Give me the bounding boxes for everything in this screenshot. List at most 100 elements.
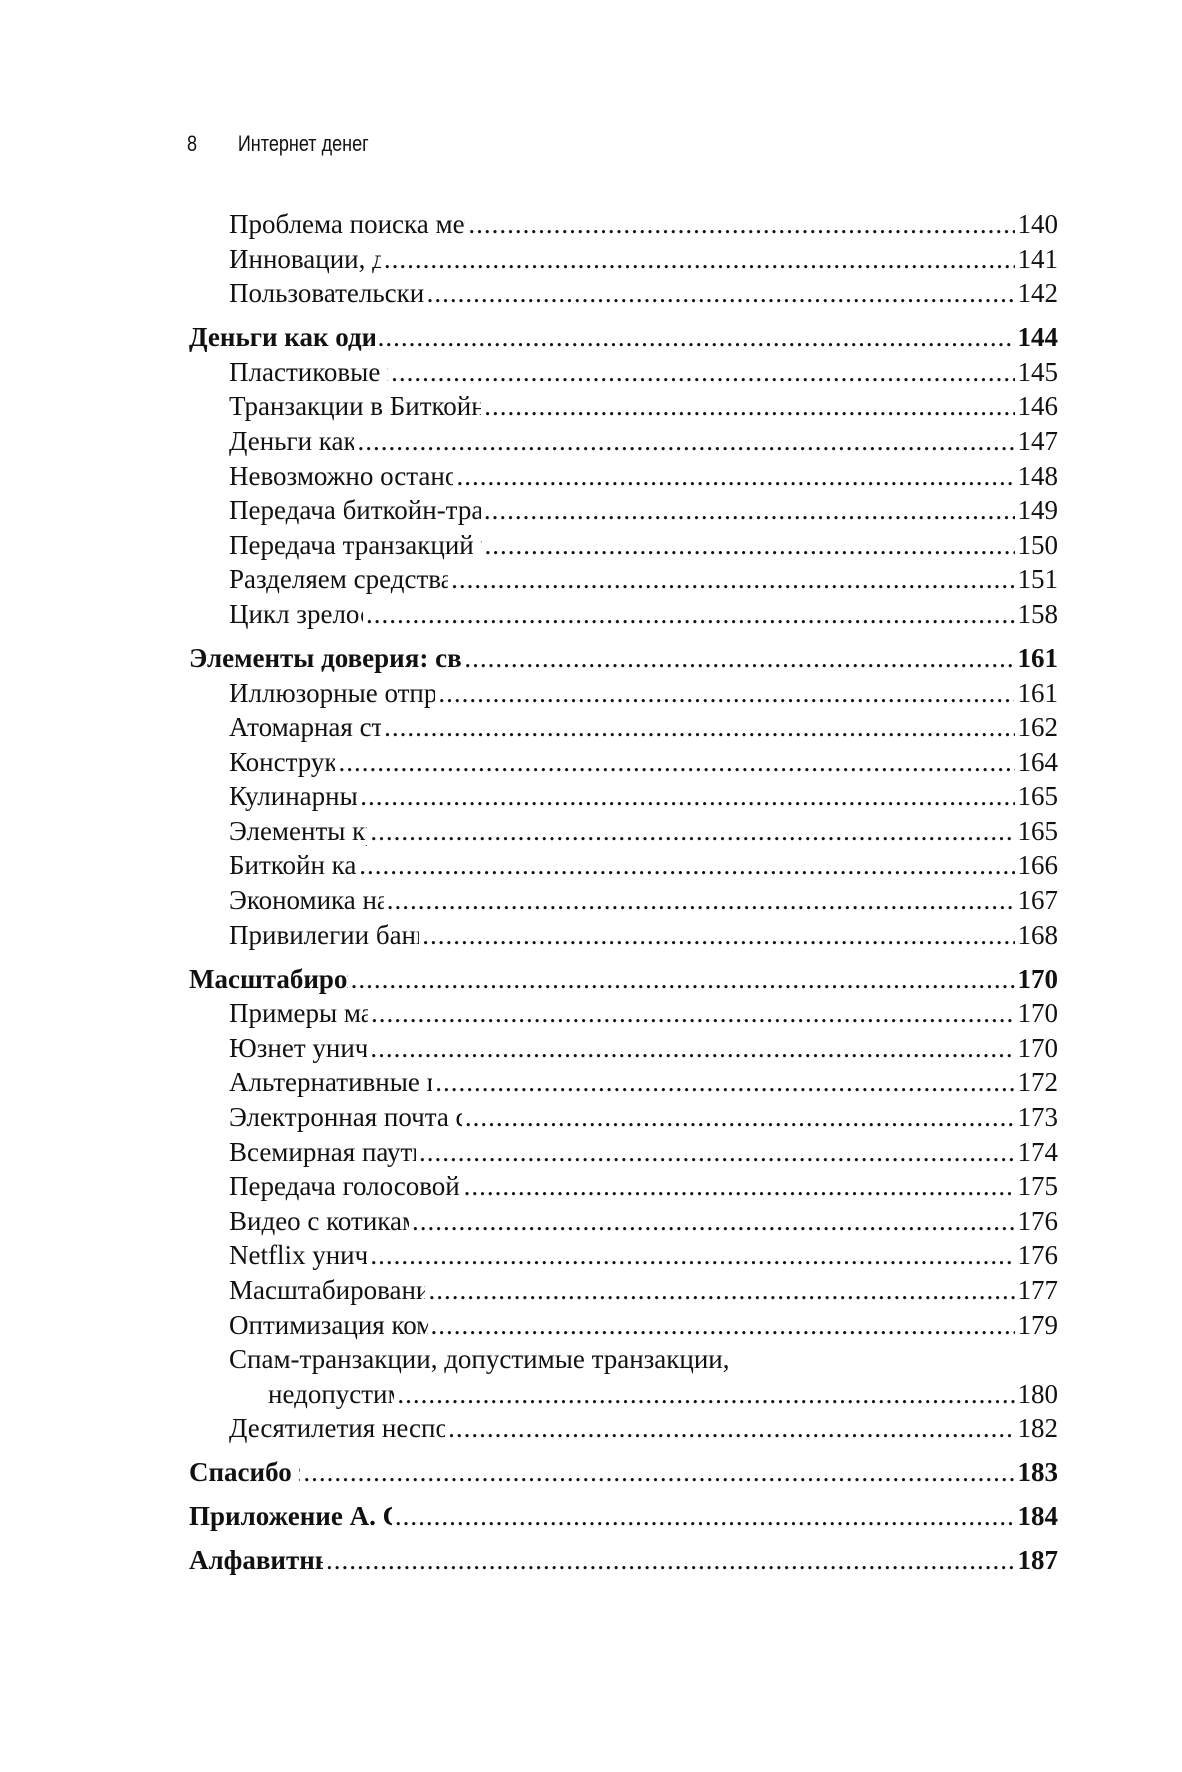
toc-entry-page: 187	[1017, 1545, 1059, 1576]
toc-section-entry[interactable]: Атомарная структура Биткойна 162	[189, 710, 1058, 745]
toc-section-entry[interactable]: Пользовательские интерфейсы и общество 14…	[189, 276, 1058, 311]
toc-chapter-entry[interactable]: Масштабирование Биткойна 170	[189, 962, 1058, 997]
toc-entry-page: 179	[1017, 1309, 1059, 1340]
dot-leader	[391, 355, 1014, 390]
toc-section-entry[interactable]: Кулинарный конструктор 165	[189, 779, 1058, 814]
toc-section-entry[interactable]: Невозможно остановить транзакции в битко…	[189, 459, 1058, 494]
toc-entry-title: Элементы креативных идей	[229, 815, 367, 846]
toc-section-entry[interactable]: Оптимизация комиссий и масштабирование 17…	[189, 1308, 1058, 1343]
toc-section-entry[interactable]: Цикл зрелости технологий 158	[189, 597, 1058, 632]
dot-leader	[387, 883, 1015, 918]
toc-section-entry[interactable]: Netflix уничтожит интернет 176	[189, 1238, 1058, 1273]
dot-leader	[370, 814, 1014, 849]
toc-entry-page: 162	[1017, 712, 1059, 743]
toc-section-entry[interactable]: Элементы креативных идей 165	[189, 814, 1058, 849]
toc-chapter-entry[interactable]: Элементы доверия: свободная реализация к…	[189, 641, 1058, 676]
toc-section-entry[interactable]: Привилегии банков и банки-наблюдатели 168	[189, 918, 1058, 953]
dot-leader	[451, 562, 1014, 597]
toc-entry-page: 140	[1017, 209, 1059, 239]
dot-leader	[464, 1169, 1015, 1204]
toc-section-entry[interactable]: Конструктор «Лего» 164	[189, 745, 1058, 780]
table-of-contents: Проблема поиска метафор для традиционног…	[189, 207, 1058, 1578]
toc-section-entry[interactable]: Биткойн как конструктор 166	[189, 848, 1058, 883]
toc-entry-title: Иллюзорные отправители, получатели и сче…	[229, 677, 436, 708]
toc-entry-title: Привилегии банков и банки-наблюдатели	[229, 919, 419, 950]
dot-leader	[378, 320, 1015, 355]
toc-entry-page: 173	[1017, 1102, 1059, 1133]
dot-leader	[338, 745, 1014, 780]
toc-section-entry[interactable]: Всемирная паутина уничтожит интернет 174	[189, 1135, 1058, 1170]
toc-section-entry[interactable]: Разделяем средства коммуникации и информ…	[189, 562, 1058, 597]
toc-section-entry[interactable]: Примеры масштабирования 170	[189, 996, 1058, 1031]
toc-section-entry[interactable]: Экономика на базе фокус-групп 167	[189, 883, 1058, 918]
toc-entry-page: 165	[1017, 781, 1059, 812]
toc-section-entry[interactable]: Юзнет уничтожит интернет 170	[189, 1031, 1058, 1066]
toc-section-entry[interactable]: Пластиковые карты небезопасны 145	[189, 355, 1058, 390]
toc-entry-title: Конструктор «Лего»	[229, 746, 336, 777]
toc-entry-title: Биткойн как конструктор	[229, 850, 357, 881]
dot-leader	[370, 1238, 1014, 1273]
toc-entry-title: Спам-транзакции, допустимые транзакции,	[229, 1344, 730, 1375]
toc-section-entry[interactable]: Передача биткойн-транзакций с помощью см…	[189, 493, 1058, 528]
dot-leader	[464, 641, 1014, 676]
toc-section-entry[interactable]: Передача голосовой информации уничтожит …	[189, 1169, 1058, 1204]
toc-entry-title: Десятилетия неспособности к масштабирова…	[229, 1413, 446, 1444]
toc-section-entry[interactable]: недопустимые транзакции 180	[189, 1377, 1058, 1412]
toc-entry-page: 150	[1017, 529, 1059, 560]
toc-entry-title: Netflix уничтожит интернет	[229, 1240, 368, 1271]
dot-leader	[456, 459, 1014, 494]
toc-chapter-entry[interactable]: Деньги как один из видов контента 144	[189, 320, 1058, 355]
dot-leader	[484, 389, 1014, 424]
dot-leader	[395, 1499, 1015, 1534]
toc-entry-page: 149	[1017, 495, 1059, 526]
dot-leader	[360, 779, 1014, 814]
toc-section-entry[interactable]: Инновации, дизайн и принятие 141	[189, 242, 1058, 277]
toc-section-entry[interactable]: Десятилетия неспособности к масштабирова…	[189, 1411, 1058, 1446]
toc-entry-title: Оптимизация комиссий и масштабирование	[229, 1309, 428, 1340]
toc-entry-title: Передача биткойн-транзакций с помощью см…	[229, 495, 481, 526]
toc-section-entry[interactable]: Передача транзакций через коротковолновы…	[189, 528, 1058, 563]
toc-section-entry[interactable]: Спам-транзакции, допустимые транзакции,	[189, 1342, 1058, 1377]
toc-section-entry[interactable]: Альтернативные группы уничтожат интернет…	[189, 1065, 1058, 1100]
toc-section-entry[interactable]: Транзакции в Биткойне: безопасность на о…	[189, 389, 1058, 424]
toc-entry-title: Проблема поиска метафор для традиционног…	[229, 209, 465, 239]
toc-entry-page: 142	[1017, 278, 1059, 309]
toc-entry-title: Масштабирование — это движущаяся цель	[229, 1274, 426, 1305]
toc-entry-page: 148	[1017, 460, 1059, 491]
toc-entry-page: 184	[1017, 1501, 1059, 1532]
toc-entry-page: 158	[1017, 598, 1059, 629]
toc-entry-title: Пластиковые карты небезопасны	[229, 356, 388, 387]
toc-section-entry[interactable]: Масштабирование — это движущаяся цель 177	[189, 1273, 1058, 1308]
toc-entry-page: 161	[1017, 677, 1058, 708]
toc-entry-title: Деньги как вид контента	[229, 425, 355, 456]
dot-leader	[366, 597, 1014, 632]
toc-section-entry[interactable]: Иллюзорные отправители, получатели и сче…	[189, 676, 1058, 711]
running-header: 8 Интернет денег	[187, 130, 369, 158]
dot-leader	[438, 676, 1014, 711]
toc-section-entry[interactable]: Деньги как вид контента 147	[189, 424, 1058, 459]
toc-entry-title: Транзакции в Биткойне: безопасность на о…	[229, 391, 482, 422]
toc-section-entry[interactable]: Видео с котиками уничтожат интернет 176	[189, 1204, 1058, 1239]
toc-entry-title: Электронная почта с вложениями уничтожит…	[229, 1102, 462, 1133]
toc-entry-title: Атомарная структура Биткойна	[229, 712, 382, 743]
toc-chapter-entry[interactable]: Спасибо за чтение! 183	[189, 1455, 1058, 1490]
toc-entry-page: 177	[1017, 1274, 1059, 1305]
toc-entry-title: Приложение А. Ссылки на видеозаписи	[189, 1501, 392, 1532]
toc-entry-page: 170	[1017, 998, 1059, 1029]
toc-section-entry[interactable]: Электронная почта с вложениями уничтожит…	[189, 1100, 1058, 1135]
toc-chapter-entry[interactable]: Алфавитный указатель 187	[189, 1543, 1058, 1578]
toc-entry-title: Видео с котиками уничтожат интернет	[229, 1205, 409, 1236]
toc-section-entry[interactable]: Проблема поиска метафор для традиционног…	[189, 207, 1058, 242]
toc-entry-title: Альтернативные группы уничтожат интернет	[229, 1067, 433, 1098]
dot-leader	[465, 1100, 1015, 1135]
dot-leader	[326, 1543, 1014, 1578]
toc-entry-page: 183	[1017, 1457, 1059, 1488]
dot-leader	[303, 1455, 1014, 1490]
toc-entry-page: 180	[1017, 1378, 1059, 1409]
toc-entry-title: Пользовательские интерфейсы и общество	[229, 278, 424, 309]
toc-entry-page: 167	[1017, 885, 1059, 916]
page-number: 8	[187, 131, 198, 156]
toc-entry-page: 168	[1017, 919, 1059, 950]
toc-entry-page: 170	[1017, 963, 1059, 994]
toc-chapter-entry[interactable]: Приложение А. Ссылки на видеозаписи 184	[189, 1499, 1058, 1534]
